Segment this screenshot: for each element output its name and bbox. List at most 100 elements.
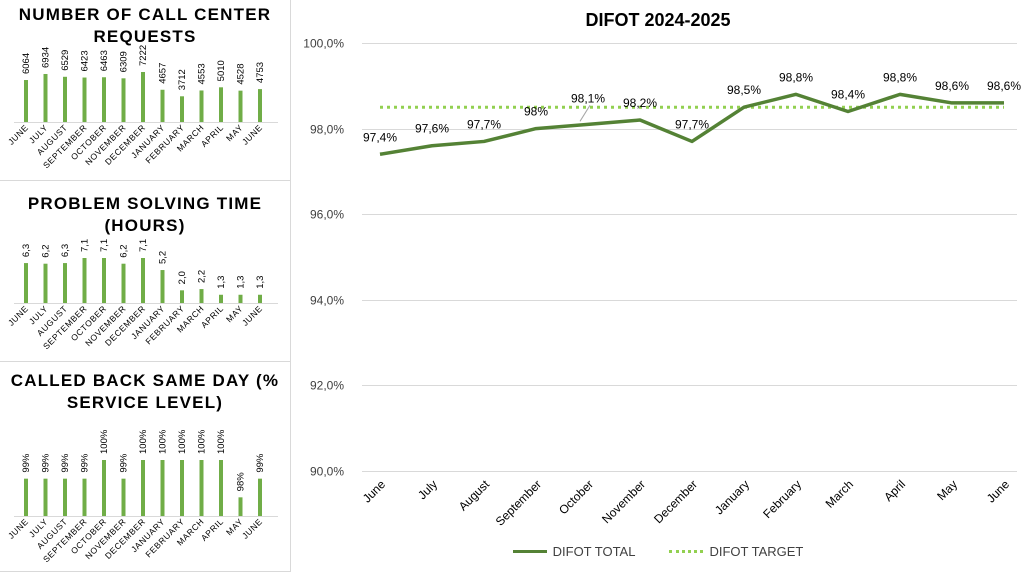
difot-chart-title: DIFOT 2024-2025	[585, 10, 731, 30]
data-label: 97,7%	[467, 117, 501, 131]
call-center-requests-title: NUMBER OF CALL CENTER REQUESTS	[18, 5, 272, 46]
bar	[238, 497, 243, 516]
bar	[180, 460, 184, 516]
bar	[160, 460, 165, 516]
x-tick-label: April	[881, 477, 908, 504]
data-label: 98,2%	[623, 96, 657, 110]
bar-data-label: 100%	[197, 429, 208, 454]
bar	[219, 87, 223, 122]
difot-line-chart: 90,0% 92,0% 94,0% 96,0% 98,0% 100,0% June July A…	[303, 37, 1021, 529]
bar	[82, 77, 87, 122]
bar-data-label: 100%	[99, 429, 110, 454]
bar-data-label: 6934	[41, 47, 52, 68]
bar	[82, 258, 87, 303]
bar-data-label: 5,2	[158, 251, 169, 264]
x-tick-label: July	[415, 477, 440, 502]
x-tick-label: June	[360, 477, 389, 506]
legend-item-target: DIFOT TARGET	[669, 544, 803, 559]
data-label: 98%	[524, 105, 548, 119]
bar-data-label: 3712	[177, 69, 188, 90]
bar-data-label: 99%	[60, 453, 71, 473]
bar	[82, 478, 87, 516]
bar-data-label: 7,1	[138, 239, 149, 252]
bar	[24, 263, 28, 303]
data-label: 98,1%	[571, 91, 605, 105]
bar-category-label: JUNE	[240, 516, 264, 540]
bar	[43, 73, 48, 122]
bar	[141, 460, 145, 516]
called-back-same-day-title: CALLED BACK SAME DAY (% SERVICE LEVEL)	[10, 371, 280, 412]
problem-solving-time-title: PROBLEM SOLVING TIME (HOURS)	[27, 194, 263, 235]
bar	[141, 72, 145, 122]
bar	[102, 460, 106, 516]
legend-label-target: DIFOT TARGET	[709, 544, 804, 559]
bar	[121, 478, 126, 516]
y-tick-label: 98,0%	[310, 123, 344, 137]
bar	[199, 460, 204, 516]
bar-data-label: 6,3	[60, 244, 71, 257]
y-tick-label: 96,0%	[310, 208, 344, 222]
called-back-same-day-chart: 99%JUNE99%JULY99%AUGUST99%SEPTEMBER100%O…	[6, 429, 278, 564]
x-tick-label: August	[456, 477, 493, 514]
bar	[43, 478, 48, 516]
bar-data-label: 100%	[216, 429, 227, 454]
bar-data-label: 7222	[138, 45, 149, 66]
data-label: 98,6%	[935, 79, 969, 93]
bar	[199, 90, 204, 122]
call-center-requests-panel: NUMBER OF CALL CENTER REQUESTS 6064 JUNE 6…	[0, 0, 291, 181]
bar-data-label: 99%	[21, 453, 32, 473]
data-label: 98,4%	[831, 87, 865, 101]
bar	[121, 78, 126, 122]
bar	[258, 478, 262, 516]
bar	[24, 478, 28, 516]
x-tick-label: January	[712, 477, 752, 517]
bar-data-label: 1,3	[255, 276, 266, 289]
data-label: 97,7%	[675, 117, 709, 131]
bar-data-label: 98%	[236, 472, 247, 492]
bar-data-label: 100%	[158, 429, 169, 454]
bar	[180, 290, 184, 303]
problem-solving-time-panel: PROBLEM SOLVING TIME (HOURS) 6,3 JUNE 6,2 J…	[0, 181, 291, 362]
bar-data-label: 2,0	[177, 271, 188, 284]
bar	[102, 77, 106, 122]
difot-legend: DIFOT TOTAL DIFOT TARGET	[292, 544, 1024, 559]
data-label: 98,8%	[883, 70, 917, 84]
bar	[63, 263, 67, 303]
bar	[121, 263, 126, 303]
bar	[160, 270, 165, 303]
data-label: 97,6%	[415, 122, 449, 136]
series-line-difot-total	[379, 92, 1004, 157]
bar-data-label: 1,3	[236, 276, 247, 289]
x-tick-label: March	[823, 477, 856, 510]
y-tick-label: 94,0%	[310, 294, 344, 308]
legend-label-total: DIFOT TOTAL	[552, 544, 636, 559]
bar	[238, 90, 243, 122]
bar-category-label: JUNE	[6, 122, 30, 146]
bar	[199, 289, 204, 303]
bar-data-label: 2,2	[197, 270, 208, 283]
bar-data-label: 7,1	[80, 239, 91, 252]
bar	[219, 460, 223, 516]
bar-data-label: 100%	[177, 429, 188, 454]
bar	[102, 258, 106, 303]
bar	[43, 263, 48, 303]
bar	[258, 294, 262, 303]
bar-category-label: JUNE	[240, 122, 264, 146]
bar-data-label: 99%	[80, 453, 91, 473]
legend-swatch-total	[512, 550, 547, 553]
legend-item-total: DIFOT TOTAL	[512, 544, 636, 559]
x-tick-label: November	[599, 477, 648, 526]
bar-data-label: 6,3	[21, 244, 32, 257]
x-tick-label: May	[934, 477, 960, 503]
x-tick-label: December	[651, 477, 700, 526]
bar-data-label: 6423	[80, 50, 91, 71]
bar	[238, 294, 243, 303]
call-center-requests-chart: 6064JUNE6934JULY6529AUGUST6423SEPTEMBER6…	[6, 45, 278, 170]
bar-data-label: 99%	[119, 453, 130, 473]
bar-data-label: 5010	[216, 60, 227, 81]
bar	[258, 89, 262, 122]
bar-data-label: 6,2	[41, 244, 52, 257]
bar-data-label: 4657	[158, 63, 169, 84]
bar-data-label: 4553	[197, 63, 208, 84]
bar-data-label: 6529	[60, 50, 71, 71]
